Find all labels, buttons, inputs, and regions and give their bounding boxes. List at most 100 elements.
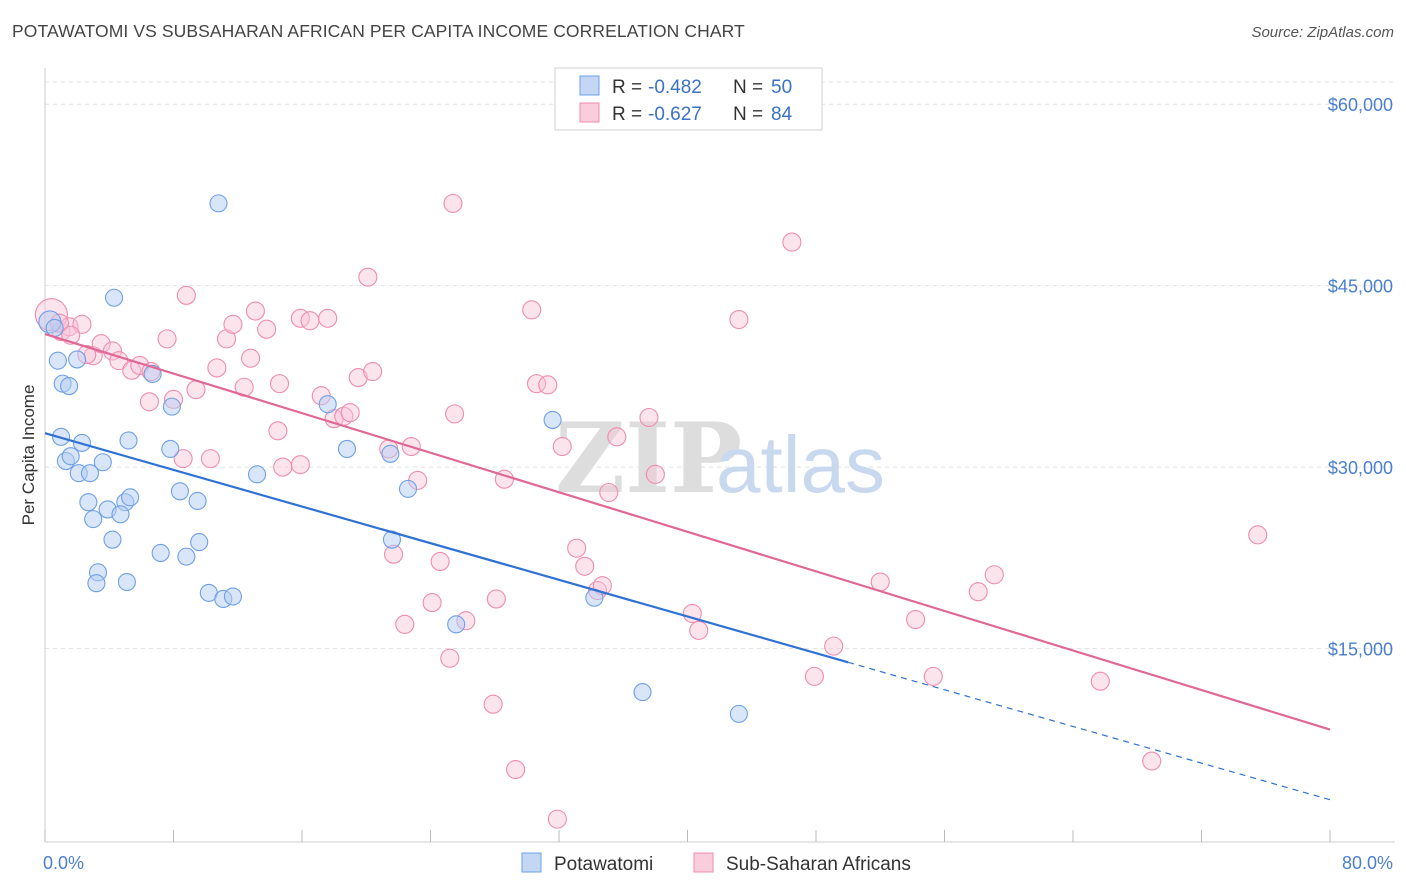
potawatomi-point: [447, 615, 466, 634]
subsaharan-point: [207, 358, 227, 378]
potawatomi-point: [61, 447, 80, 466]
potawatomi-point: [188, 491, 207, 511]
subsaharan-point: [968, 582, 988, 602]
subsaharan-point: [440, 648, 460, 668]
potawatomi-point: [223, 587, 242, 606]
subsaharan-point: [567, 538, 587, 558]
potawatomi-point: [45, 318, 64, 338]
legend-r-value-2: -0.627: [648, 104, 702, 125]
subsaharan-point: [483, 694, 503, 714]
subsaharan-point: [348, 368, 368, 388]
potawatomi-point: [247, 465, 267, 484]
trend-lines: [44, 332, 1331, 801]
subsaharan-point: [445, 404, 465, 424]
subsaharan-point: [486, 589, 506, 609]
subsaharan-point: [91, 334, 111, 354]
subsaharan-point: [430, 551, 450, 572]
potawatomi-point: [209, 194, 228, 213]
potawatomi-point: [381, 444, 400, 463]
subsaharan-point: [729, 309, 749, 330]
potawatomi-point: [117, 572, 136, 592]
subsaharan-point: [824, 636, 844, 656]
legend-n-label-1: N =: [733, 77, 763, 98]
potawatomi-point: [729, 704, 748, 723]
subsaharan-point: [269, 374, 290, 394]
potawatomi-point: [162, 397, 181, 416]
y-tick-label: $60,000: [1328, 95, 1393, 115]
subsaharan-point: [340, 403, 360, 423]
subsaharan-point: [223, 314, 243, 334]
subsaharan-point: [1142, 751, 1162, 771]
legend-r-label-1: R =: [612, 77, 642, 98]
legend: R = -0.482 N = 50 R = -0.627 N = 84: [554, 67, 823, 131]
potawatomi-point: [398, 479, 418, 498]
subsaharan-points: [34, 193, 1268, 829]
legend-swatch-subsaharan: [579, 102, 600, 123]
potawatomi-point: [190, 533, 209, 552]
watermark-atlas: atlas: [716, 420, 885, 509]
subsaharan-point: [506, 759, 526, 780]
y-tick-label: $45,000: [1328, 277, 1393, 297]
subsaharan-point: [443, 193, 463, 213]
potawatomi-point: [337, 439, 357, 459]
legend-n-value-1: 50: [771, 77, 792, 98]
potawatomi-point: [79, 493, 98, 512]
potawatomi-point: [84, 510, 103, 529]
potawatomi-point: [111, 505, 130, 524]
subsaharan-point: [176, 285, 196, 305]
subsaharan-point: [639, 407, 659, 428]
x-tick-label-end: 80.0%: [1342, 853, 1393, 873]
subsaharan-point: [358, 267, 378, 287]
subsaharan-point: [173, 449, 193, 469]
axes: [44, 68, 1395, 843]
potawatomi-point: [105, 288, 124, 307]
y-axis-label: Per Capita Income: [19, 385, 38, 526]
subsaharan-point: [157, 329, 177, 349]
subsaharan-point: [689, 620, 709, 640]
legend-n-value-2: 84: [771, 104, 793, 125]
potawatomi-point: [151, 543, 170, 563]
bottom-legend-subsaharan: Sub-Saharan Africans: [726, 854, 911, 875]
bottom-legend-swatch-subsaharan: [693, 852, 714, 873]
subsaharan-point: [1090, 671, 1110, 691]
subsaharan-point: [906, 609, 926, 630]
y-tick-labels: $15,000 $30,000 $45,000 $60,000: [1328, 95, 1393, 659]
bottom-legend-potawatomi: Potawatomi: [554, 854, 653, 875]
subsaharan-point: [1248, 525, 1268, 545]
watermark-zip: ZIP: [555, 402, 742, 515]
subsaharan-point: [538, 375, 558, 395]
subsaharan-point: [363, 361, 383, 382]
subsaharan-point: [257, 319, 277, 339]
subsaharan-point: [273, 457, 293, 477]
subsaharan-point: [547, 809, 567, 829]
potawatomi-trend-extension: [847, 661, 1331, 801]
subsaharan-point: [607, 427, 627, 447]
subsaharan-point: [552, 436, 572, 457]
potawatomi-point: [87, 574, 106, 593]
subsaharan-point: [782, 232, 802, 252]
subsaharan-point: [318, 308, 338, 328]
legend-r-value-1: -0.482: [648, 77, 702, 98]
subsaharan-point: [422, 593, 442, 613]
bottom-legend-swatch-potawatomi: [521, 852, 542, 873]
potawatomi-point: [170, 482, 189, 501]
subsaharan-point: [241, 348, 261, 368]
potawatomi-point: [543, 410, 562, 429]
potawatomi-point: [80, 464, 100, 483]
watermark: ZIP atlas: [555, 402, 885, 515]
potawatomi-point: [121, 488, 140, 507]
subsaharan-point: [575, 556, 595, 576]
subsaharan-point: [645, 464, 665, 484]
subsaharan-point: [200, 449, 220, 469]
subsaharan-point: [682, 603, 702, 624]
potawatomi-point: [161, 439, 180, 459]
subsaharan-point: [804, 666, 824, 686]
subsaharan-point: [984, 565, 1004, 585]
subsaharan-point: [268, 421, 288, 441]
potawatomi-trend-line: [44, 432, 849, 664]
x-tick-label-start: 0.0%: [43, 853, 84, 873]
potawatomi-point: [93, 453, 112, 472]
subsaharan-point: [300, 311, 320, 331]
subsaharan-point: [522, 300, 542, 320]
